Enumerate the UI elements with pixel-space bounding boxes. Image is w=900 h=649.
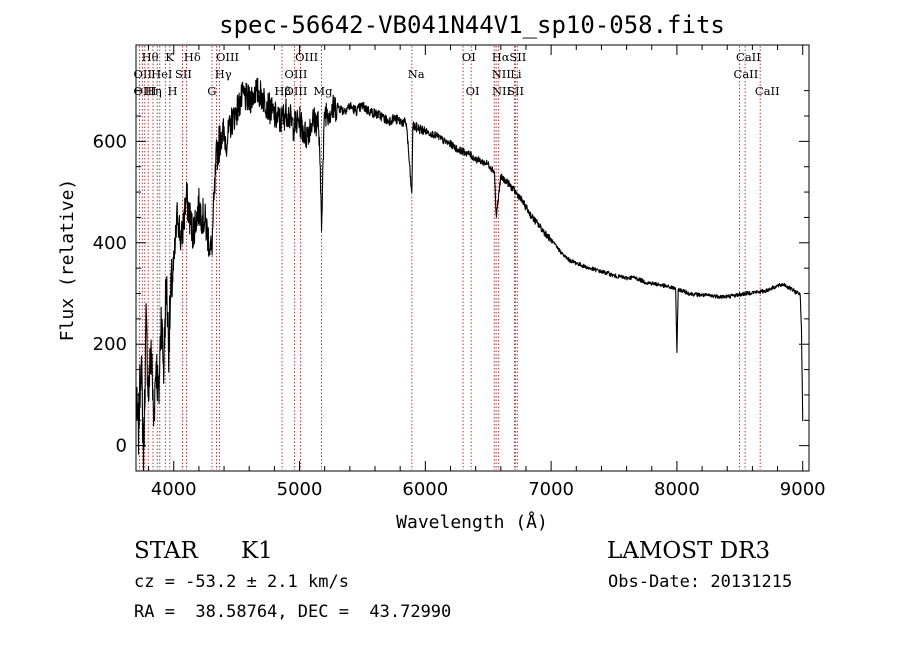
- line-label: SII: [175, 67, 192, 81]
- x-tick-label: 5000: [277, 479, 323, 500]
- line-label: NII: [492, 67, 511, 81]
- line-label: H: [167, 84, 177, 98]
- line-label: CaII: [755, 84, 780, 98]
- line-label: Hα: [492, 50, 510, 64]
- x-tick-label: 8000: [654, 479, 700, 500]
- obs-date: Obs-Date: 20131215: [608, 572, 793, 592]
- y-axis-label: Flux (relative): [57, 179, 78, 342]
- axis-ticks: 4000 5000 6000 7000 8000 9000 0 200 400 600: [93, 45, 826, 500]
- x-tick-label: 7000: [528, 479, 574, 500]
- line-label: Hδ: [184, 50, 201, 64]
- line-label: G: [207, 84, 216, 98]
- line-label: SII: [509, 50, 526, 64]
- emission-line-markers: [138, 46, 761, 470]
- line-label: NII: [492, 84, 511, 98]
- line-label: OIII: [133, 84, 156, 98]
- flux-series-line: [135, 77, 804, 471]
- line-label: Hβ: [274, 84, 291, 98]
- line-label: CaII: [734, 67, 759, 81]
- ra-dec: RA = 38.58764, DEC = 43.72990: [134, 602, 452, 622]
- line-label: OIII: [295, 50, 318, 64]
- survey-name: LAMOST DR3: [607, 538, 771, 564]
- line-label: Na: [408, 67, 425, 81]
- line-label: HeI: [151, 67, 172, 81]
- x-tick-label: 4000: [151, 479, 197, 500]
- line-label: CaII: [736, 50, 761, 64]
- line-label: OIII: [216, 50, 239, 64]
- object-subclass: K1: [241, 538, 273, 564]
- line-label: OI: [462, 50, 476, 64]
- line-label: Li: [510, 67, 522, 81]
- x-tick-label: 9000: [780, 479, 826, 500]
- y-tick-label: 400: [93, 233, 127, 254]
- y-tick-label: 0: [116, 436, 127, 457]
- chart-title: spec-56642-VB041N44V1_sp10-058.fits: [219, 11, 725, 39]
- flux-series-group: [135, 77, 804, 471]
- line-label: OII: [133, 67, 152, 81]
- y-tick-label: 600: [93, 131, 127, 152]
- plot-frame: [135, 44, 810, 472]
- line-label: OI: [466, 84, 480, 98]
- line-label: K: [165, 50, 174, 64]
- line-label: Hγ: [215, 67, 232, 81]
- redshift-cz: cz = -53.2 ± 2.1 km/s: [134, 572, 349, 592]
- line-label: Hη: [145, 84, 162, 98]
- object-class: STAR: [134, 538, 198, 564]
- line-label: OIII: [284, 67, 307, 81]
- x-tick-label: 6000: [402, 479, 448, 500]
- line-label: Hθ: [142, 50, 159, 64]
- line-label: OIII: [284, 84, 307, 98]
- y-tick-label: 200: [93, 334, 127, 355]
- line-label: Mg: [313, 84, 333, 98]
- line-label: SII: [507, 84, 524, 98]
- x-axis-label: Wavelength (Å): [396, 511, 548, 533]
